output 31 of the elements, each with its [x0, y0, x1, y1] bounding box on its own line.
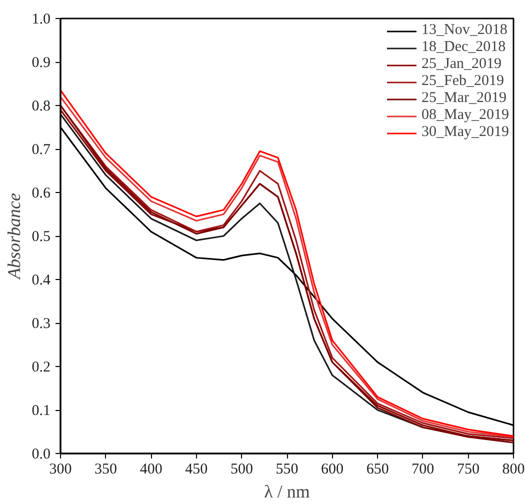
legend-label: 18_Dec_2018: [422, 39, 506, 56]
y-tick-label: 0.3: [32, 316, 50, 332]
x-tick-label: 500: [230, 462, 253, 478]
y-tick-label: 1.0: [32, 12, 50, 28]
x-tick-label: 750: [456, 462, 480, 478]
y-tick-label: 0.1: [32, 403, 50, 419]
x-axis-title: λ / nm: [264, 482, 310, 502]
x-tick-label: 450: [185, 462, 208, 478]
y-tick-label: 0.7: [32, 142, 51, 158]
x-tick-label: 350: [94, 462, 118, 478]
x-tick-label: 700: [412, 462, 434, 478]
x-tick-label: 550: [276, 462, 298, 478]
legend-label: 25_Mar_2019: [422, 90, 506, 107]
x-tick-label: 300: [49, 462, 72, 478]
y-tick-label: 0.4: [32, 272, 51, 288]
y-tick-label: 0.9: [32, 55, 50, 71]
y-tick-label: 0.5: [32, 229, 50, 245]
legend-label: 30_May_2019: [422, 124, 509, 141]
x-tick-label: 650: [366, 462, 389, 478]
legend-label: 25_Jan_2019: [422, 56, 502, 73]
x-tick-label: 400: [140, 462, 162, 478]
legend-label: 08_May_2019: [422, 107, 509, 124]
legend-label: 25_Feb_2019: [422, 73, 504, 90]
y-tick-label: 0.0: [32, 446, 50, 462]
y-tick-label: 0.8: [32, 98, 50, 114]
x-tick-label: 800: [502, 462, 525, 478]
y-tick-label: 0.2: [32, 360, 50, 376]
x-tick-label: 600: [321, 462, 344, 478]
y-tick-label: 0.6: [32, 186, 51, 202]
legend-label: 13_Nov_2018: [422, 22, 508, 39]
y-axis-title: Absorbance: [4, 193, 24, 280]
